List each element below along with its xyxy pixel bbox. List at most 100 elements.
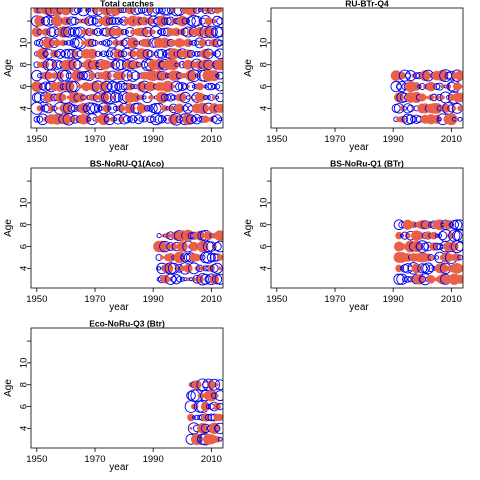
bubble-negative bbox=[83, 102, 96, 115]
bubble-negative bbox=[214, 240, 223, 253]
bubble-positive bbox=[189, 426, 193, 430]
plot-frame bbox=[270, 7, 464, 129]
bubble-negative bbox=[77, 8, 90, 17]
bubble-positive bbox=[203, 231, 213, 241]
bubble-positive bbox=[112, 39, 119, 46]
bubble-positive bbox=[430, 231, 438, 240]
bubble-negative bbox=[434, 255, 440, 260]
x-axis-label: year bbox=[109, 142, 129, 153]
bubble-negative bbox=[186, 390, 196, 401]
bubble-negative bbox=[185, 95, 191, 100]
bubble-negative bbox=[211, 83, 217, 90]
bubble-positive bbox=[84, 38, 94, 48]
bubble-positive bbox=[209, 274, 220, 285]
bubble-negative bbox=[105, 17, 114, 25]
bubble-negative bbox=[111, 17, 120, 25]
bubble-negative bbox=[175, 82, 184, 91]
bubble-negative bbox=[404, 72, 411, 79]
bubble-positive bbox=[117, 104, 126, 113]
bubble-positive bbox=[196, 240, 209, 253]
bubble-negative bbox=[112, 105, 118, 111]
bubble-negative bbox=[194, 414, 200, 421]
chart-title: Eco-NoRu-Q3 (Btr) bbox=[89, 319, 165, 329]
bubble-positive bbox=[214, 230, 223, 242]
bubble-positive bbox=[216, 254, 223, 261]
x-tick-label: 1950 bbox=[26, 294, 47, 305]
bubble-negative bbox=[448, 222, 455, 228]
bubble-negative bbox=[133, 114, 144, 125]
bubble-positive bbox=[176, 241, 188, 253]
bubble-negative bbox=[102, 39, 111, 47]
bubble-positive bbox=[200, 48, 211, 59]
bubble-positive bbox=[86, 48, 98, 59]
bubble-positive bbox=[179, 265, 186, 272]
bubble-negative bbox=[156, 266, 162, 271]
bubble-negative bbox=[103, 91, 116, 104]
x-tick-label: 1990 bbox=[383, 294, 404, 305]
bubble-negative bbox=[93, 104, 102, 113]
bubble-positive bbox=[437, 274, 448, 285]
bubble-negative bbox=[179, 276, 185, 282]
x-axis-label: year bbox=[109, 302, 129, 313]
bubble-negative bbox=[218, 117, 223, 122]
bubble-positive bbox=[202, 26, 215, 38]
bubble-positive bbox=[55, 106, 59, 110]
bubble-negative bbox=[203, 94, 209, 100]
bubble-negative bbox=[214, 83, 221, 90]
bubble-negative bbox=[109, 91, 121, 103]
bubble-negative bbox=[130, 83, 136, 90]
bubble-negative bbox=[433, 83, 441, 91]
bubble-negative bbox=[159, 8, 171, 16]
y-tick-label: 10 bbox=[259, 38, 270, 49]
bubble-positive bbox=[51, 72, 58, 79]
bubble-negative bbox=[162, 117, 167, 122]
y-tick-label: 6 bbox=[19, 244, 30, 249]
bubble-positive bbox=[200, 8, 205, 13]
bubble-negative bbox=[42, 50, 49, 58]
bubble-positive bbox=[89, 59, 101, 70]
bubble-negative bbox=[160, 93, 169, 102]
x-tick-label: 2010 bbox=[201, 134, 222, 145]
bubble-negative bbox=[211, 262, 223, 274]
x-tick-label: 1990 bbox=[383, 134, 404, 145]
bubble-negative bbox=[186, 16, 196, 26]
bubble-negative bbox=[118, 8, 125, 14]
bubble-negative bbox=[119, 95, 124, 100]
bubble-negative bbox=[86, 117, 92, 122]
bubble-positive bbox=[88, 72, 96, 80]
bubble-negative bbox=[78, 71, 88, 81]
bubble-positive bbox=[102, 104, 111, 113]
bubble-positive bbox=[440, 95, 445, 100]
bubble-negative bbox=[78, 8, 83, 13]
bubble-negative bbox=[454, 219, 463, 231]
bubble-positive bbox=[156, 91, 168, 104]
bubble-positive bbox=[44, 71, 53, 80]
bubble-positive bbox=[455, 70, 463, 81]
bubble-positive bbox=[126, 82, 134, 91]
bubble-negative bbox=[212, 38, 222, 48]
bubble-negative bbox=[410, 115, 417, 123]
plot-frame bbox=[30, 327, 224, 449]
x-tick-label: 1950 bbox=[26, 454, 47, 465]
chart-title: RU-BTr-Q4 bbox=[345, 0, 389, 9]
bubble-negative bbox=[216, 71, 223, 80]
bubble-positive bbox=[429, 242, 439, 251]
bubble-negative bbox=[204, 413, 212, 421]
bubble-positive bbox=[136, 81, 147, 92]
bubble-negative bbox=[61, 49, 71, 59]
bubble-negative bbox=[402, 113, 414, 125]
bubble-negative bbox=[436, 243, 444, 251]
bubble-negative bbox=[215, 81, 223, 92]
bubble-positive bbox=[151, 95, 155, 100]
bubble-positive bbox=[163, 39, 172, 47]
bubble-positive bbox=[97, 113, 110, 126]
bubble-positive bbox=[166, 253, 176, 262]
bubble-negative bbox=[196, 273, 209, 286]
y-tick-label: 10 bbox=[19, 38, 30, 49]
bubble-negative bbox=[215, 92, 223, 103]
bubble-negative bbox=[74, 8, 82, 14]
x-tick-label: 2010 bbox=[441, 134, 462, 145]
bubble-positive bbox=[122, 73, 126, 78]
bubble-negative bbox=[214, 422, 223, 435]
bubble-positive bbox=[154, 70, 164, 81]
